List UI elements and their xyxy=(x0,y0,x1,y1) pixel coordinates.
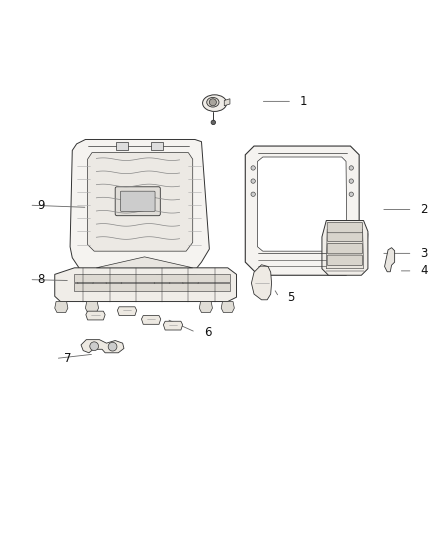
Polygon shape xyxy=(245,146,359,275)
Text: 3: 3 xyxy=(420,247,428,260)
Polygon shape xyxy=(74,274,230,282)
FancyBboxPatch shape xyxy=(327,222,363,233)
Bar xyxy=(116,142,128,150)
Circle shape xyxy=(251,179,255,183)
Circle shape xyxy=(90,342,99,351)
Circle shape xyxy=(349,179,353,183)
FancyBboxPatch shape xyxy=(115,187,160,216)
Polygon shape xyxy=(326,229,364,269)
Polygon shape xyxy=(70,140,209,275)
Polygon shape xyxy=(55,268,237,302)
Circle shape xyxy=(251,192,255,197)
Polygon shape xyxy=(88,152,193,251)
Text: 8: 8 xyxy=(37,273,45,286)
FancyBboxPatch shape xyxy=(120,191,155,211)
Polygon shape xyxy=(96,257,193,268)
Text: 7: 7 xyxy=(64,352,71,365)
Polygon shape xyxy=(106,275,122,287)
Circle shape xyxy=(209,99,216,106)
Polygon shape xyxy=(221,302,234,312)
Circle shape xyxy=(349,166,353,170)
Circle shape xyxy=(211,120,215,125)
FancyBboxPatch shape xyxy=(327,243,363,254)
Polygon shape xyxy=(141,316,161,324)
Polygon shape xyxy=(183,275,198,287)
Polygon shape xyxy=(85,302,99,312)
Polygon shape xyxy=(117,307,137,316)
Polygon shape xyxy=(81,340,124,353)
Ellipse shape xyxy=(202,95,227,111)
Text: 5: 5 xyxy=(287,290,294,304)
Text: 2: 2 xyxy=(420,203,428,216)
Text: 1: 1 xyxy=(300,95,307,108)
FancyBboxPatch shape xyxy=(327,255,363,265)
FancyBboxPatch shape xyxy=(327,231,363,241)
Polygon shape xyxy=(322,221,368,275)
Text: 9: 9 xyxy=(37,199,45,212)
Polygon shape xyxy=(163,321,183,330)
Polygon shape xyxy=(55,302,68,312)
Circle shape xyxy=(349,192,353,197)
Polygon shape xyxy=(74,282,230,290)
Polygon shape xyxy=(358,231,368,260)
Circle shape xyxy=(251,166,255,170)
Circle shape xyxy=(108,342,117,351)
Bar xyxy=(151,142,163,150)
Polygon shape xyxy=(224,99,230,106)
Polygon shape xyxy=(258,157,347,251)
Polygon shape xyxy=(154,275,170,287)
Polygon shape xyxy=(251,265,272,300)
Text: 4: 4 xyxy=(420,264,428,277)
Polygon shape xyxy=(78,275,93,287)
Polygon shape xyxy=(385,248,395,272)
Text: 6: 6 xyxy=(204,326,211,338)
Ellipse shape xyxy=(207,98,219,107)
Polygon shape xyxy=(86,311,105,320)
Polygon shape xyxy=(199,302,212,312)
